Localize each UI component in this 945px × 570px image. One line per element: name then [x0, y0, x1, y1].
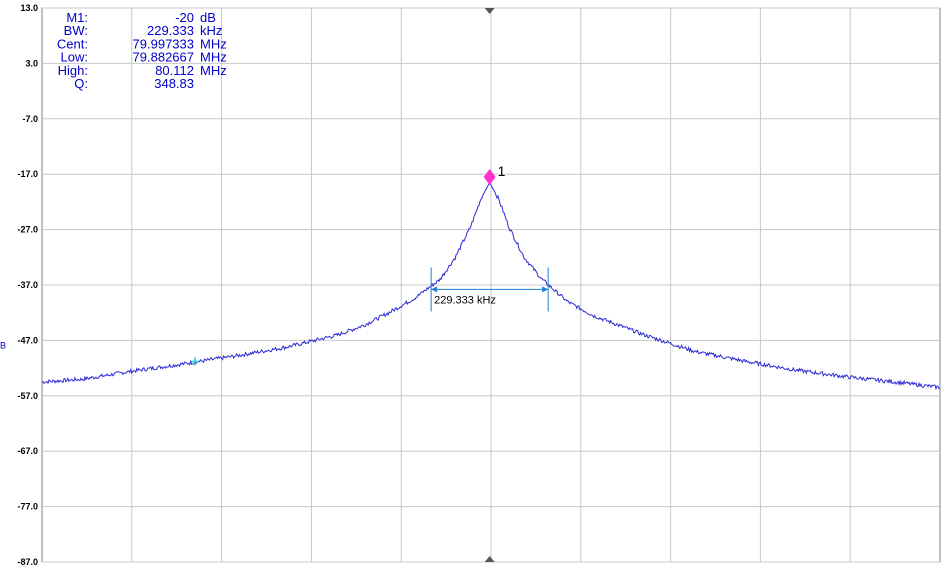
readout-unit: kHz: [200, 23, 222, 38]
y-tick-label: -67.0: [17, 446, 38, 456]
readout-label: Cent:: [57, 36, 88, 51]
bandwidth-right-arrow-icon: [542, 286, 549, 293]
readout-value: 229.333: [147, 23, 194, 38]
marker-number-label: 1: [498, 163, 506, 179]
readout-label: Q:: [74, 76, 88, 91]
bandwidth-left-arrow-icon: [431, 286, 438, 293]
y-tick-label: -7.0: [22, 114, 38, 124]
aux-marker-cross-icon: [191, 357, 200, 366]
readout-value: 79.997333: [133, 36, 194, 51]
y-axis-label-stub: B: [0, 341, 6, 351]
center-frequency-bottom-arrow-icon: [484, 556, 495, 562]
readout-label: Low:: [61, 50, 88, 65]
readout-value: 80.112: [155, 63, 194, 78]
y-tick-label: -37.0: [17, 280, 38, 290]
spectrum-trace: [41, 182, 941, 391]
readout-unit: MHz: [200, 36, 227, 51]
diamond-marker-icon: [483, 168, 496, 185]
readout-label: M1:: [66, 10, 88, 25]
y-tick-label: -47.0: [17, 335, 38, 345]
bandwidth-label: 229.333 kHz: [434, 294, 496, 306]
readout-value: 79.882667: [133, 50, 194, 65]
readout-label: High:: [58, 63, 88, 78]
annotation-layer: 229.333 kHz 1: [191, 8, 549, 562]
readout-unit: MHz: [200, 50, 227, 65]
y-tick-label: -87.0: [17, 557, 38, 567]
y-axis-ticks: 13.0 3.0 -7.0 -17.0 -27.0 -37.0 -47.0 -57.0 -67.…: [0, 3, 38, 567]
center-frequency-top-arrow-icon: [484, 8, 495, 14]
readout-value: 348.83: [154, 76, 194, 91]
readout-value: -20: [175, 10, 194, 25]
y-tick-label: 13.0: [20, 3, 38, 13]
y-tick-label: -57.0: [17, 391, 38, 401]
readout-unit: dB: [200, 10, 216, 25]
grid: [41, 7, 941, 563]
y-tick-label: 3.0: [25, 58, 38, 68]
y-tick-label: -17.0: [17, 169, 38, 179]
y-tick-label: -27.0: [17, 225, 38, 235]
readout-unit: MHz: [200, 63, 227, 78]
trace-layer: [41, 182, 941, 391]
readout-label: BW:: [64, 23, 88, 38]
y-tick-label: -77.0: [17, 502, 38, 512]
marker-readout: M1: -20 dB BW: 229.333 kHz Cent: 79.997333 MHz Lo…: [57, 10, 227, 91]
